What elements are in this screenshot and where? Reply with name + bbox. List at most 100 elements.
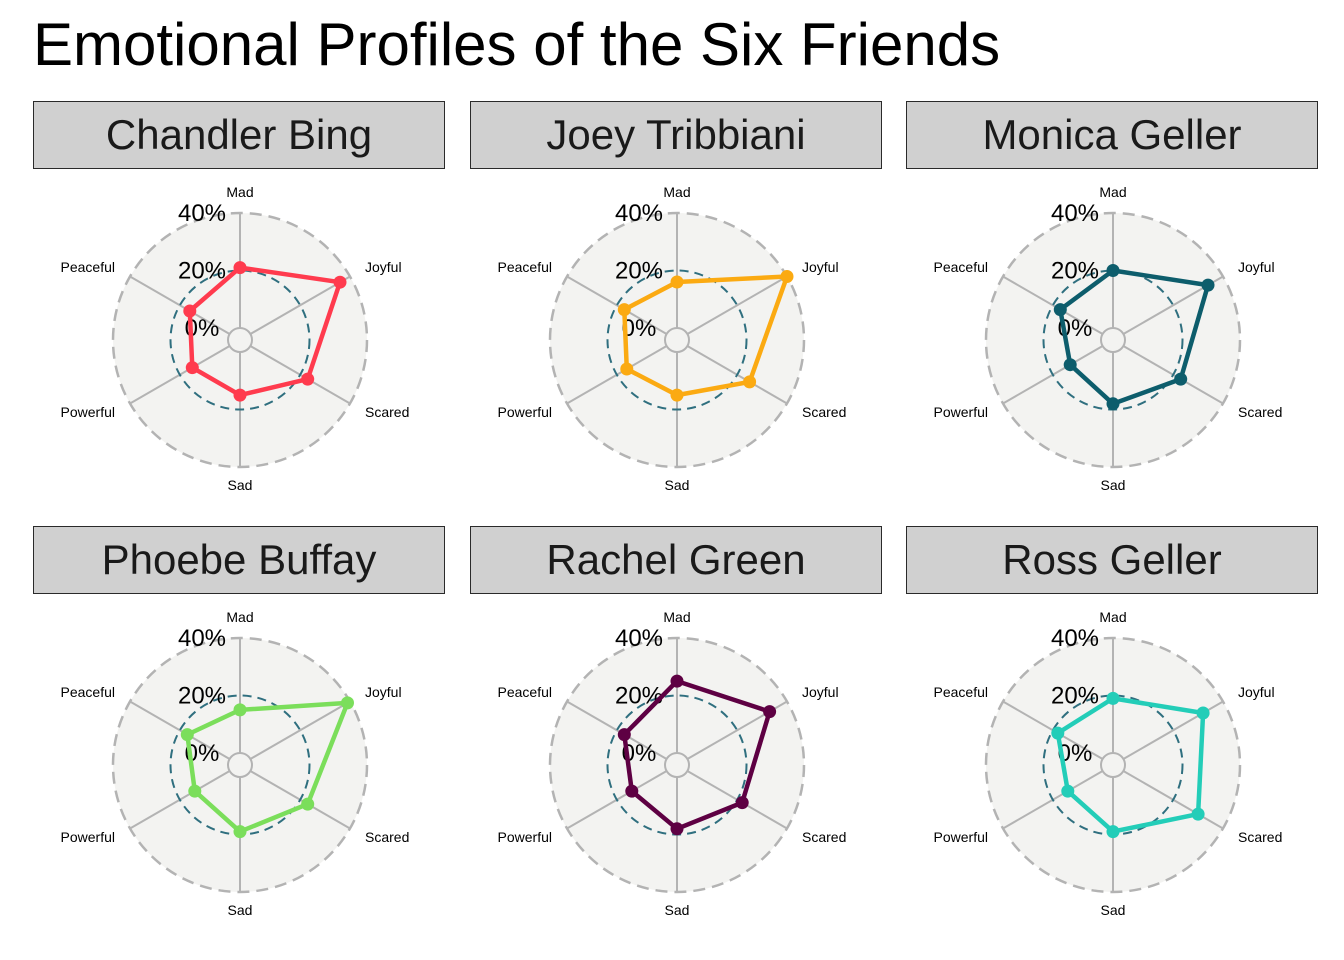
radial-tick-label: 20% (178, 683, 226, 710)
data-point (1053, 303, 1067, 317)
axis-label-scared: Scared (1238, 404, 1282, 420)
radar-chart: 0%20%40%MadJoyfulScaredSadPowerfulPeacef… (934, 609, 1283, 918)
axis-label-powerful: Powerful (934, 829, 988, 845)
radial-tick-label: 40% (1051, 625, 1099, 652)
data-point (1174, 372, 1188, 386)
radar-chart: 0%20%40%MadJoyfulScaredSadPowerfulPeacef… (61, 184, 410, 493)
data-point (1106, 397, 1120, 411)
data-point (301, 797, 315, 811)
facet-strip-label: Joey Tribbiani (470, 101, 882, 169)
panel-background (986, 638, 1240, 892)
axis-label-mad: Mad (226, 184, 253, 200)
radar-chart: 0%20%40%MadJoyfulScaredSadPowerfulPeacef… (498, 184, 847, 493)
inner-grid-circle (664, 752, 690, 778)
radial-tick-label: 40% (615, 625, 663, 652)
data-point (735, 796, 749, 810)
axis-label-mad: Mad (226, 609, 253, 625)
data-point (617, 728, 631, 742)
axis-label-joyful: Joyful (365, 259, 402, 275)
data-point (670, 674, 684, 688)
data-point (763, 705, 777, 719)
axis-label-powerful: Powerful (61, 404, 115, 420)
axis-label-peaceful: Peaceful (934, 684, 988, 700)
axis-label-joyful: Joyful (802, 259, 839, 275)
radial-tick-label: 20% (178, 258, 226, 285)
axis-spoke (249, 700, 351, 760)
radial-tick-label: 40% (615, 200, 663, 227)
axis-label-mad: Mad (1099, 609, 1126, 625)
axis-label-joyful: Joyful (1238, 684, 1275, 700)
axis-label-sad: Sad (228, 902, 253, 918)
axis-label-peaceful: Peaceful (934, 259, 988, 275)
reference-circle (169, 269, 311, 411)
radial-tick-label: 20% (1051, 258, 1099, 285)
axis-label-mad: Mad (1099, 184, 1126, 200)
data-point (1063, 358, 1077, 372)
axis-label-sad: Sad (1101, 902, 1126, 918)
axis-spoke (1002, 275, 1104, 335)
radar-chart: 0%20%40%MadJoyfulScaredSadPowerfulPeacef… (61, 609, 410, 918)
outer-grid-circle (111, 211, 369, 469)
inner-grid-circle (227, 327, 253, 353)
axis-label-peaceful: Peaceful (61, 684, 115, 700)
data-point (333, 275, 347, 289)
panel-background (550, 213, 804, 467)
inner-grid-circle (1100, 327, 1126, 353)
axis-label-sad: Sad (228, 477, 253, 493)
panel-background (113, 638, 367, 892)
data-point (1106, 691, 1120, 705)
axis-label-mad: Mad (663, 609, 690, 625)
data-point (233, 388, 247, 402)
inner-grid-circle (227, 752, 253, 778)
facet-strip-label: Ross Geller (906, 526, 1318, 594)
radial-tick-label: 40% (1051, 200, 1099, 227)
data-point (1061, 784, 1075, 798)
axis-label-joyful: Joyful (365, 684, 402, 700)
axis-spoke (129, 275, 231, 335)
outer-grid-circle (548, 636, 806, 894)
data-point (670, 822, 684, 836)
data-point (620, 362, 634, 376)
axis-spoke (249, 275, 351, 335)
radial-tick-label: 20% (615, 258, 663, 285)
axis-label-powerful: Powerful (498, 829, 552, 845)
axis-label-joyful: Joyful (802, 684, 839, 700)
data-point (1106, 264, 1120, 277)
axis-label-scared: Scared (365, 404, 409, 420)
axis-spoke (566, 275, 668, 335)
data-point (341, 696, 354, 710)
radial-tick-label: 40% (178, 625, 226, 652)
axis-label-mad: Mad (663, 184, 690, 200)
data-point (670, 388, 684, 402)
axis-label-scared: Scared (1238, 829, 1282, 845)
data-point (233, 261, 247, 275)
data-point (617, 303, 631, 317)
data-point (625, 784, 639, 798)
facet-strip-label: Rachel Green (470, 526, 882, 594)
reference-circle (606, 269, 748, 411)
radar-chart: 0%20%40%MadJoyfulScaredSadPowerfulPeacef… (934, 184, 1283, 493)
data-point (301, 372, 315, 386)
data-point (183, 304, 197, 318)
axis-label-scared: Scared (365, 829, 409, 845)
axis-label-powerful: Powerful (61, 829, 115, 845)
radial-tick-label: 20% (1051, 683, 1099, 710)
data-point (185, 361, 199, 375)
data-point (743, 375, 757, 389)
panel-background (986, 213, 1240, 467)
axis-spoke (686, 275, 788, 335)
data-point (780, 270, 794, 283)
axis-label-peaceful: Peaceful (498, 684, 552, 700)
axis-label-powerful: Powerful (498, 404, 552, 420)
radial-tick-label: 40% (178, 200, 226, 227)
chart-title: Emotional Profiles of the Six Friends (33, 11, 1001, 78)
data-point (1196, 706, 1210, 720)
data-point (233, 703, 247, 717)
data-point (1201, 278, 1215, 292)
inner-grid-circle (1100, 752, 1126, 778)
axis-label-sad: Sad (665, 477, 690, 493)
axis-label-scared: Scared (802, 404, 846, 420)
axis-label-powerful: Powerful (934, 404, 988, 420)
data-point (1106, 825, 1120, 839)
axis-label-joyful: Joyful (1238, 259, 1275, 275)
